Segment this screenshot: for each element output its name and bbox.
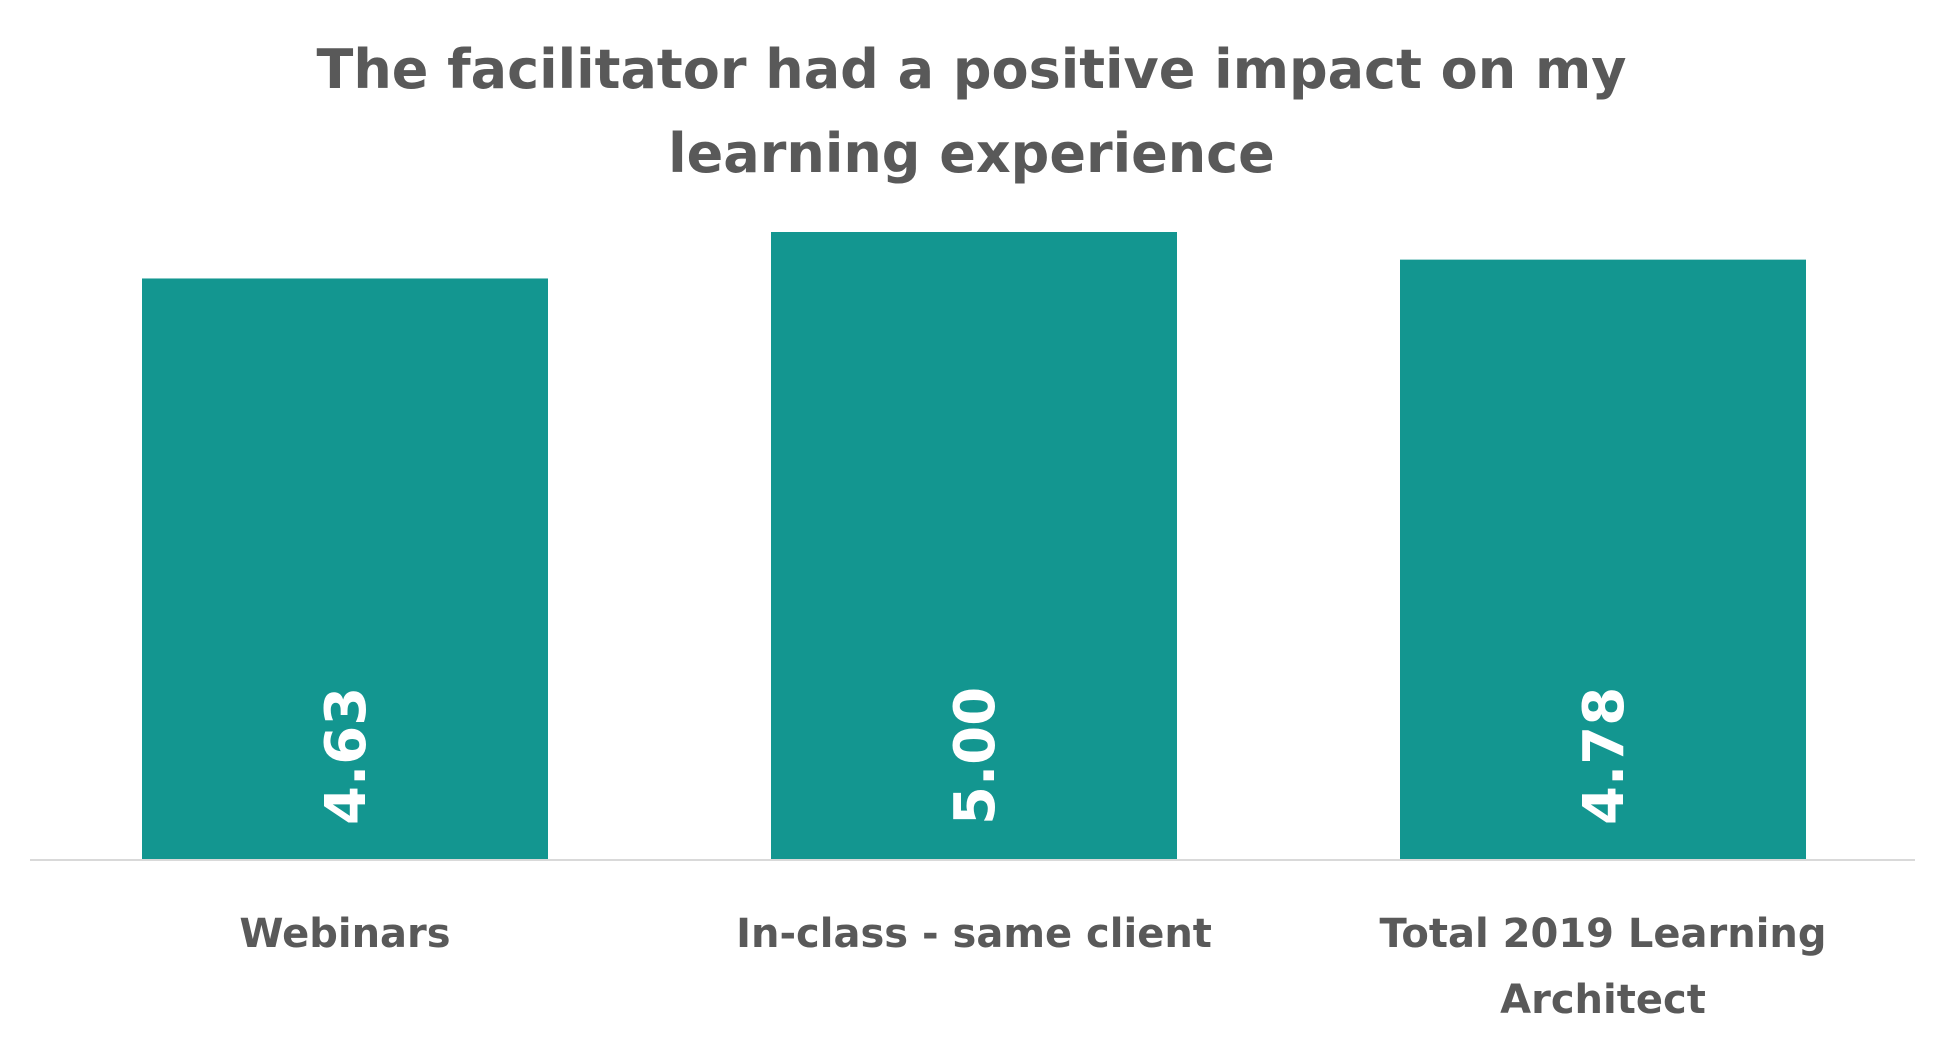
- chart-title: The facilitator had a positive impact on…: [316, 38, 1626, 185]
- category-label: Total 2019 Learning: [1379, 911, 1826, 957]
- bar: [1400, 259, 1806, 861]
- category-labels: Webinars In-class - same client Total 2019…: [239, 911, 1826, 1023]
- chart-title-line: The facilitator had a positive impact on…: [316, 38, 1626, 101]
- data-label: 5.00: [943, 687, 1008, 825]
- chart-title-line: learning experience: [668, 122, 1275, 185]
- bar: [142, 278, 548, 860]
- category-label: In-class - same client: [736, 911, 1212, 957]
- data-label: 4.78: [1572, 687, 1637, 825]
- category-label: Architect: [1500, 977, 1706, 1023]
- bars-group: 4.63 5.00 4.78: [142, 232, 1806, 861]
- data-label: 4.63: [314, 687, 379, 825]
- category-label: Webinars: [239, 911, 450, 957]
- bar: [771, 232, 1177, 860]
